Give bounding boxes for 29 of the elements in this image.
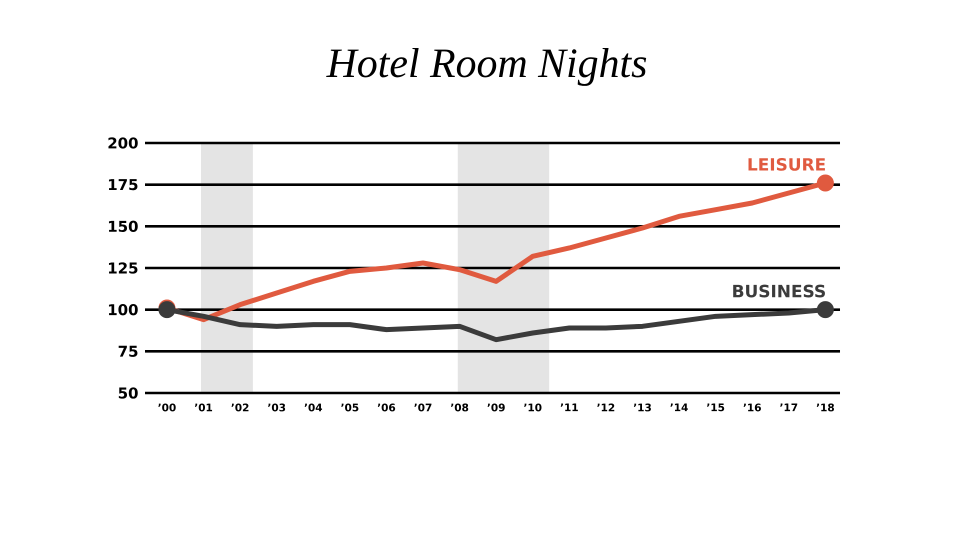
y-tick-label: 150 [108,220,138,232]
x-tick-label: ’01 [194,404,212,412]
y-tick-label: 100 [108,304,138,316]
series-label: BUSINESS [733,284,825,298]
x-tick-label: ’10 [524,404,542,412]
x-tick-label: ’06 [378,404,396,412]
chart-title: Hotel Room Nights [326,48,646,86]
x-tick-label: ’00 [158,404,176,412]
x-tick-label: ’13 [634,404,651,412]
x-tick-label: ’09 [488,404,505,412]
y-tick-label: 125 [108,262,138,274]
x-tick-label: ’18 [816,404,834,412]
x-tick-label: ’02 [232,404,248,412]
x-tick-label: ’14 [670,404,688,412]
x-tick-label: ’16 [744,404,761,412]
y-tick-label: 200 [108,137,138,149]
series-label: LEISURE [748,158,825,171]
x-tick-label: ’08 [450,404,468,412]
x-tick-label: ’12 [597,404,614,412]
x-tick-label: ’03 [268,404,286,412]
x-tick-label: ’05 [341,404,358,412]
x-tick-label: ’04 [304,404,322,412]
x-tick-label: ’17 [780,404,798,412]
y-tick-label: 50 [118,387,138,399]
y-tick-label: 175 [108,179,138,190]
x-tick-label: ’15 [707,404,724,412]
x-tick-label: ’11 [560,404,578,412]
y-tick-label: 75 [118,346,138,357]
x-tick-label: ’07 [414,404,432,412]
